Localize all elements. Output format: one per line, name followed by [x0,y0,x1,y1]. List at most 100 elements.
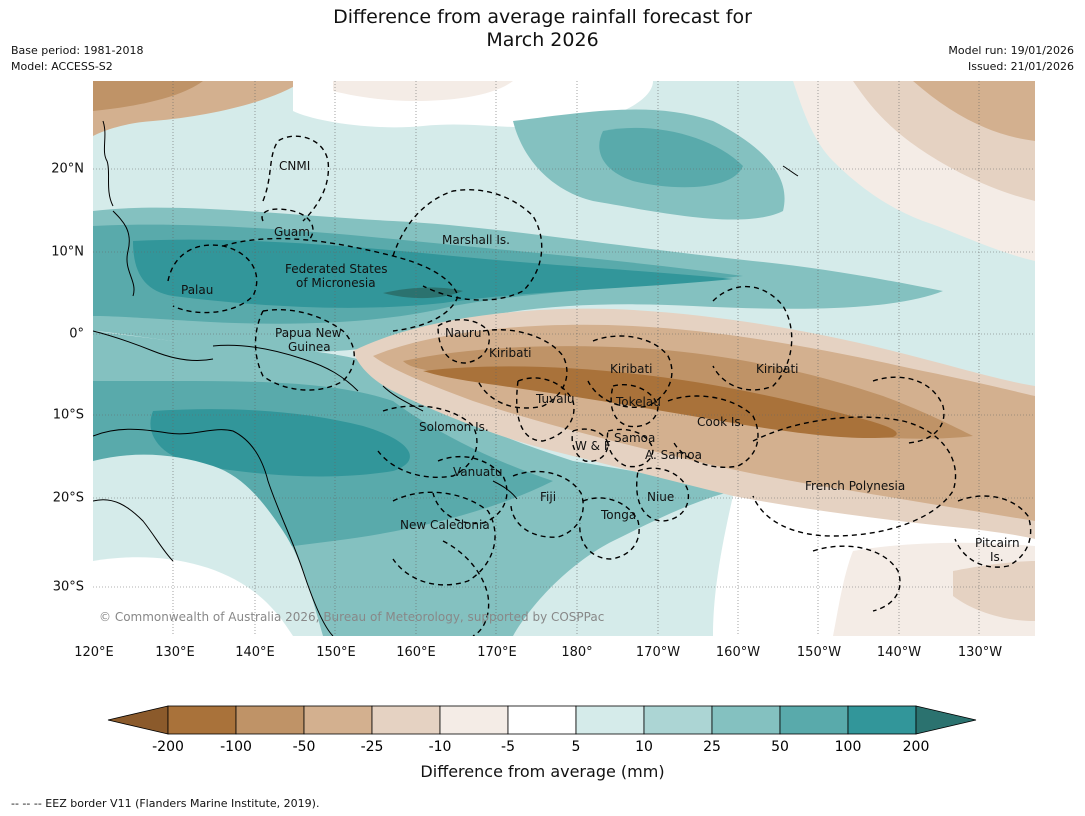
colorbar-tick-label: 10 [635,739,653,755]
slightly-dry-north [333,81,513,101]
colorbar-cell [847,705,917,735]
label-new-caledonia: New Caledonia [400,518,490,532]
label-tuvalu: Tuvalu [535,392,575,406]
coast-philippines-south [112,210,135,297]
map-title: Difference from average rainfall forecas… [0,6,1085,52]
colorbar-labels: -200 -100 -50 -25 -10 -5 5 10 25 50 100 200 [152,739,929,755]
eez-fiji [510,470,584,538]
label-niue: Niue [647,490,674,504]
eez-palau [167,244,258,314]
x-tick: 140°E [235,645,275,660]
label-kiribati-west: Kiribati [489,346,531,360]
label-american-samoa: A. Samoa [645,448,702,462]
x-tick: 160°W [715,645,761,660]
australia-neutral [93,557,293,636]
label-samoa: Samoa [614,431,655,445]
eez-nauru [437,319,490,364]
eez-tokelau [610,384,659,428]
eez-samoa [606,428,654,468]
x-tick: 160°E [396,645,436,660]
x-tick: 150°W [796,645,842,660]
eez-tonga [579,497,640,560]
y-tick: 10°N [51,244,84,260]
label-png-line-1: Papua New [275,326,342,340]
eez-borders [167,135,1032,636]
eez-niue [636,467,690,522]
colorbar-extend-low [107,705,169,735]
eez-vanuatu [432,455,508,525]
label-french-polynesia: French Polynesia [805,479,905,493]
eez-kiribati-east [712,285,793,391]
eez-french-polynesia-east [872,376,945,444]
title-line-1: Difference from average rainfall forecas… [333,6,752,28]
colorbar-tick-label: 5 [572,739,581,755]
colorbar-cells [107,705,977,735]
eez-pitcairn [954,495,1032,568]
eez-kermadec [442,540,490,636]
label-cook-islands: Cook Is. [697,415,744,429]
eez-wf [571,428,609,463]
label-kiribati-east: Kiribati [756,362,798,376]
x-tick: 120°E [74,645,114,660]
x-tick: 170°W [635,645,681,660]
eez-fsm [222,237,459,332]
coast-sulawesi [93,330,214,362]
label-marshall-islands: Marshall Is. [442,233,510,247]
dry-core-northwest [93,81,203,111]
colorbar-tick-label: -5 [501,739,515,755]
coast-australia-north [93,499,174,562]
wet-max-micronesia [383,287,463,299]
colorbar-tick-label: -200 [152,739,184,755]
label-tokelau: Tokelau [615,395,661,409]
colorbar-cell [575,705,645,735]
eez-marshall [392,189,543,301]
colorbar-cell [507,705,577,735]
x-tick: 150°E [316,645,356,660]
label-cnmi: CNMI [279,159,310,173]
title-line-2: March 2026 [486,29,599,51]
label-fsm-line-1: Federated States [285,262,387,276]
issued-date: Issued: 21/01/2026 [967,60,1074,73]
label-guam: Guam [274,225,310,239]
y-tick: 30°S [52,579,84,595]
dry-tongue-core [423,366,897,439]
eez-austral [812,545,901,612]
model-name: Model: ACCESS-S2 [11,60,113,73]
y-tick: 20°S [52,490,84,506]
colorbar-tick-label: -50 [293,739,316,755]
x-tick: 170°E [477,645,517,660]
eez-new-caledonia [392,491,496,586]
wet-north-core [599,127,743,188]
coast-new-guinea [212,344,359,392]
label-tonga: Tonga [600,508,636,522]
colorbar-extend-high [915,705,977,735]
coast-hawaii [782,165,799,177]
colorbar-cell [643,705,713,735]
coast-solomon [382,385,424,412]
label-vanuatu: Vanuatu [453,465,503,479]
colorbar-tick-label: 25 [703,739,721,755]
label-palau: Palau [181,283,213,297]
colorbar-tick-label: -25 [361,739,384,755]
label-solomon-islands: Solomon Is. [419,420,489,434]
colorbar-tick-label: -100 [220,739,252,755]
eez-tuvalu [516,377,575,442]
rainfall-anomaly-map: CNMI Guam Marshall Is. Federated States … [93,81,1035,636]
label-nauru: Nauru [445,326,481,340]
coast-philippines-north [102,120,114,207]
anomaly-field [93,81,1035,636]
colorbar: -200 -100 -50 -25 -10 -5 5 10 25 50 100 200 [107,705,977,755]
label-png-line-2: Guinea [288,340,331,354]
label-kiribati-central: Kiribati [610,362,652,376]
colorbar-tick-label: -10 [429,739,452,755]
colorbar-cell [167,705,237,735]
y-tick: 10°S [52,407,84,423]
label-pitcairn-line-2: Is. [990,550,1004,564]
eez-solomon [377,405,478,478]
colorbar-tick-label: 200 [903,739,930,755]
label-fsm-line-2: of Micronesia [296,276,376,290]
model-run: Model run: 19/01/2026 [948,44,1074,57]
x-tick: 180° [561,645,593,660]
dry-northeast-core [913,81,1035,141]
graticule [93,81,1035,636]
